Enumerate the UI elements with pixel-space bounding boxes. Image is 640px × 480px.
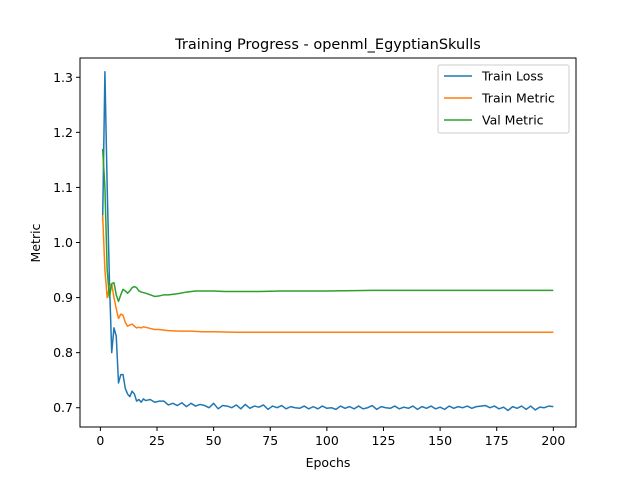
legend: Train Loss Train Metric Val Metric [437, 64, 570, 134]
y-tick-label: 1.0 [53, 235, 73, 250]
y-tick-label: 0.9 [53, 290, 73, 305]
y-tick-label: 1.2 [53, 125, 73, 140]
x-tick-label: 200 [541, 433, 565, 448]
x-tick-label: 125 [372, 433, 396, 448]
series-line-val-metric [101, 148, 554, 303]
series-line-train-loss [101, 71, 554, 412]
x-axis-label: Epochs [306, 455, 351, 470]
x-tick-label: 25 [149, 433, 165, 448]
x-axis: 0 25 50 75 100 125 150 175 200 [96, 427, 565, 448]
y-axis: 0.7 0.8 0.9 1.0 1.1 1.2 1.3 [53, 70, 80, 415]
x-tick-label: 100 [315, 433, 339, 448]
y-tick-label: 1.1 [53, 180, 73, 195]
legend-label: Val Metric [482, 113, 544, 128]
series-line-train-metric [101, 214, 554, 334]
series-lines [101, 71, 554, 412]
x-tick-label: 175 [485, 433, 509, 448]
x-tick-label: 150 [428, 433, 452, 448]
y-tick-label: 1.3 [53, 70, 73, 85]
legend-label: Train Loss [481, 69, 543, 84]
y-axis-label: Metric [28, 223, 43, 262]
legend-box [437, 64, 570, 134]
x-tick-label: 75 [262, 433, 278, 448]
x-tick-label: 50 [206, 433, 222, 448]
legend-label: Train Metric [481, 91, 555, 106]
y-tick-label: 0.7 [53, 400, 73, 415]
chart-title: Training Progress - openml_EgyptianSkull… [174, 37, 481, 53]
y-tick-label: 0.8 [53, 345, 73, 360]
x-tick-label: 0 [96, 433, 104, 448]
